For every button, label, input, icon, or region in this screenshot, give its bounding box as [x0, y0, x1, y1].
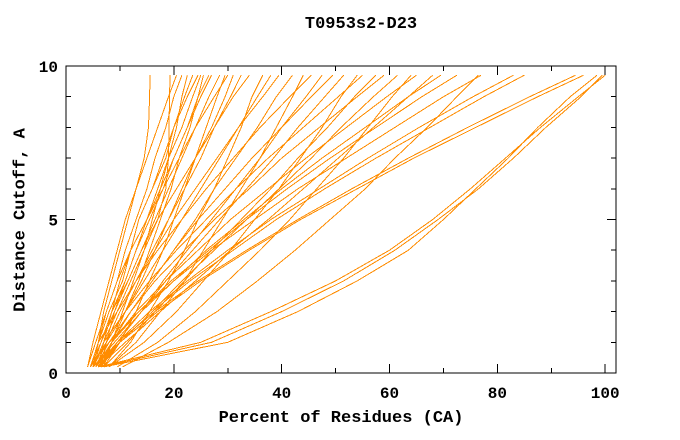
model-curve: [97, 74, 199, 368]
x-tick-label: 60: [380, 385, 399, 403]
x-tick-label: 0: [61, 385, 71, 403]
model-curve: [89, 75, 183, 368]
model-curve: [95, 74, 458, 368]
model-curve: [92, 74, 345, 368]
y-axis-label: Distance Cutoff, A: [11, 128, 31, 312]
x-tick-label: 100: [591, 385, 620, 403]
model-curve: [89, 74, 482, 368]
model-curve: [95, 74, 576, 368]
model-curve: [100, 74, 525, 368]
model-curve: [95, 74, 385, 368]
x-axis-label: Percent of Residues (CA): [218, 409, 464, 428]
model-curve: [122, 74, 479, 368]
model-curve: [100, 74, 603, 368]
model-curve: [98, 74, 514, 368]
model-curve: [100, 74, 442, 368]
x-tick-label: 80: [488, 385, 507, 403]
model-curve: [92, 74, 363, 368]
model-curve: [116, 74, 412, 368]
model-curve: [89, 74, 221, 368]
y-tick-label: 10: [39, 59, 58, 77]
model-curve: [97, 74, 417, 368]
y-tick-label: 0: [48, 366, 58, 384]
model-curve: [95, 74, 280, 368]
model-curve: [89, 74, 312, 368]
x-tick-label: 20: [164, 385, 183, 403]
chart-title: T0953s2-D23: [304, 15, 418, 34]
model-curve: [92, 74, 250, 368]
model-curve: [103, 74, 598, 368]
y-tick-label: 5: [48, 213, 58, 231]
model-curve: [98, 74, 584, 368]
x-tick-label: 40: [272, 385, 291, 403]
model-curve: [108, 74, 304, 368]
model-curve: [98, 74, 434, 368]
model-curve: [98, 74, 606, 368]
model-curve: [92, 75, 177, 368]
model-curve: [103, 74, 334, 368]
model-curve: [87, 75, 151, 368]
model-curve: [87, 74, 229, 368]
model-curve: [103, 74, 377, 368]
